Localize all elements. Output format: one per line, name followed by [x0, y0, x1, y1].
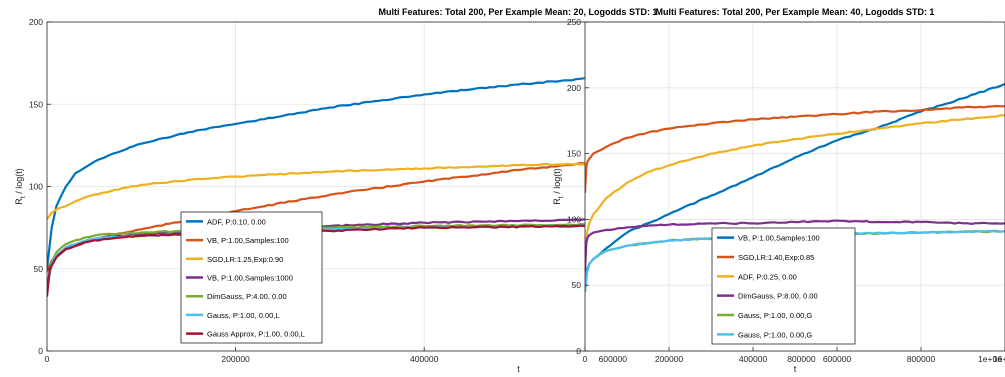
x-tick-label: 0 [45, 354, 50, 364]
chart-title: Multi Features: Total 200, Per Example M… [379, 7, 658, 17]
x-tick-label: 200000 [221, 354, 250, 364]
y-tick-label: 250 [567, 17, 581, 27]
x-tick-label: 1e+06 [993, 354, 1005, 364]
legend: VB, P:1.00,Samples:100 SGD,LR:1.40,Exp:0.… [711, 227, 856, 345]
axes-box [584, 21, 1005, 352]
legend-entry: ADF, P:0.10, 0.00 [207, 217, 266, 226]
x-tick-label: 200000 [655, 354, 684, 364]
series-group [585, 82, 1005, 292]
legend-entry: SGD,LR:1.40,Exp:0.85 [738, 253, 814, 262]
x-tick-label: 800000 [787, 354, 816, 364]
y-tick-label: 200 [567, 83, 581, 93]
legend-entry: DimGauss, P:8.00, 0.00 [738, 292, 818, 301]
legend-entry: VB, P:1.00,Samples:100 [207, 236, 289, 245]
y-tick-label: 50 [34, 264, 44, 274]
y-tick-label: 100 [567, 214, 581, 224]
legend: ADF, P:0.10, 0.00 VB, P:1.00,Samples:100 S… [180, 211, 323, 344]
legend-entry: Gauss, P:1.00, 0.00,G [738, 330, 812, 339]
x-tick-label: 800000 [907, 354, 936, 364]
legend-entry: VB, P:1.00,Samples:100 [738, 234, 820, 243]
y-tick-label: 200 [29, 17, 43, 27]
legend-entry: Gauss Approx, P:1.00, 0.00,L [207, 330, 305, 339]
legend-entry: VB, P:1.00,Samples:1000 [207, 274, 293, 283]
y-tick-label: 100 [29, 182, 43, 192]
y-axis-label: Rt / log(t) [552, 168, 565, 204]
x-axis-label: t [517, 364, 520, 374]
y-tick-label: 150 [567, 149, 581, 159]
series-line [585, 219, 1005, 273]
x-tick-label: 0 [583, 354, 588, 364]
x-tick-label: 600000 [599, 354, 628, 364]
y-tick-label: 0 [576, 346, 581, 356]
legend-entry: Gauss, P:1.00, 0.00,L [207, 311, 280, 320]
series-line [585, 114, 1005, 253]
series-line [585, 104, 1005, 194]
x-tick-label: 400000 [410, 354, 439, 364]
legend-entry: DimGauss, P:4.00, 0.00 [207, 292, 287, 301]
legend-box [711, 227, 856, 345]
series-line [585, 82, 1005, 279]
legend-entry: ADF, P:0.25, 0.00 [738, 272, 797, 281]
x-tick-label: 600000 [823, 354, 852, 364]
y-tick-label: 0 [38, 346, 43, 356]
legend-entry: SGD,LR:1.25,Exp:0.90 [207, 255, 283, 264]
y-tick-label: 150 [29, 99, 43, 109]
legend-box [180, 211, 323, 344]
legend-entry: Gauss, P:1.00, 0.00,G [738, 311, 812, 320]
x-axis-label: t [794, 364, 797, 374]
x-tick-label: 400000 [739, 354, 768, 364]
y-tick-label: 50 [572, 280, 582, 290]
y-axis-label: Rt / log(t) [14, 168, 27, 204]
chart-2: 0 200000 400000 600000 800000 1e+06 0 50 100 150 2… [552, 7, 1005, 374]
chart-title: Multi Features: Total 200, Per Example M… [656, 7, 935, 17]
x-tick-label: 1e+06 [978, 354, 1002, 364]
